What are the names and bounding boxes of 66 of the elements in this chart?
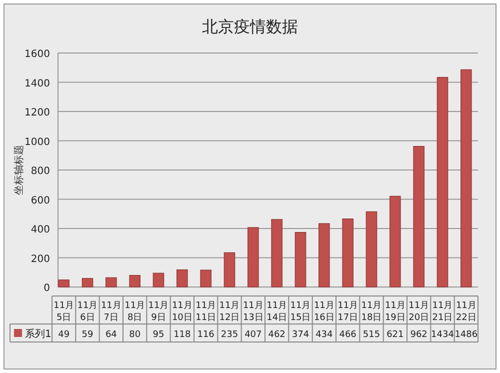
bar bbox=[176, 269, 188, 288]
data-label: 407 bbox=[244, 330, 262, 340]
bar bbox=[460, 69, 472, 288]
data-label: 118 bbox=[174, 330, 192, 340]
y-tick-label: 1400 bbox=[24, 78, 50, 90]
legend-label: 系列1 bbox=[25, 328, 52, 340]
bar bbox=[82, 278, 94, 288]
y-tick-label: 1200 bbox=[24, 108, 50, 118]
bar bbox=[152, 272, 164, 288]
y-tick-label: 200 bbox=[30, 254, 50, 265]
bar bbox=[271, 219, 282, 288]
data-label: 80 bbox=[129, 330, 141, 340]
bar bbox=[224, 252, 236, 288]
y-tick-label: 1600 bbox=[24, 49, 50, 60]
bar bbox=[129, 275, 140, 288]
y-tick-label: 800 bbox=[30, 166, 50, 177]
data-label: 64 bbox=[105, 330, 118, 340]
x-tick-label: 11月16日 bbox=[314, 301, 334, 323]
x-tick-label: 11月10日 bbox=[172, 301, 192, 323]
x-tick-label: 11月18日 bbox=[361, 301, 382, 323]
x-tick-label: 11月14日 bbox=[266, 301, 288, 323]
x-tick-label: 11月19日 bbox=[384, 301, 406, 323]
x-tick-label: 11月9日 bbox=[148, 301, 169, 323]
data-label: 95 bbox=[152, 330, 164, 340]
y-tick-label: 0 bbox=[44, 283, 50, 294]
data-label: 1434 bbox=[431, 330, 454, 340]
bar bbox=[248, 227, 259, 288]
data-label: 59 bbox=[82, 330, 94, 340]
data-label: 962 bbox=[410, 330, 428, 340]
y-tick-label: 600 bbox=[30, 195, 50, 206]
y-axis-title: 坐标轴标题 bbox=[13, 145, 25, 195]
x-tick-label: 11月17日 bbox=[338, 301, 358, 323]
data-label: 434 bbox=[316, 330, 334, 340]
x-tick-label: 11月20日 bbox=[408, 301, 430, 323]
bar bbox=[318, 223, 330, 288]
data-label: 374 bbox=[292, 330, 310, 340]
bar bbox=[413, 146, 424, 288]
bar bbox=[366, 211, 378, 288]
bar bbox=[294, 232, 306, 288]
x-tick-label: 11月12日 bbox=[219, 301, 240, 323]
bar bbox=[58, 280, 70, 288]
x-tick-label: 11月8日 bbox=[124, 301, 146, 323]
x-tick-label: 11月21日 bbox=[432, 301, 453, 323]
data-label: 466 bbox=[339, 330, 357, 340]
data-label: 621 bbox=[386, 330, 404, 340]
bar bbox=[200, 270, 212, 288]
x-tick-label: 11月15日 bbox=[290, 301, 311, 323]
x-tick-label: 11月11日 bbox=[196, 301, 216, 323]
data-label: 235 bbox=[220, 330, 238, 340]
x-tick-label: 11月6日 bbox=[77, 301, 98, 323]
data-label: 116 bbox=[197, 330, 215, 340]
data-label: 515 bbox=[362, 330, 380, 340]
bar bbox=[436, 76, 448, 288]
x-tick-label: 11月5日 bbox=[54, 301, 74, 323]
data-label: 49 bbox=[58, 330, 70, 340]
bar bbox=[390, 196, 401, 288]
x-tick-label: 11月7日 bbox=[100, 301, 122, 323]
data-label: 462 bbox=[268, 330, 286, 340]
bar bbox=[342, 218, 354, 288]
x-tick-label: 11月22日 bbox=[456, 301, 476, 323]
bar bbox=[106, 277, 117, 288]
y-tick-label: 1000 bbox=[24, 136, 50, 148]
y-tick-label: 400 bbox=[30, 224, 50, 236]
data-label: 1486 bbox=[454, 330, 478, 340]
chart-title: 北京疫情数据 bbox=[202, 17, 298, 36]
x-tick-label: 11月13日 bbox=[242, 301, 264, 323]
